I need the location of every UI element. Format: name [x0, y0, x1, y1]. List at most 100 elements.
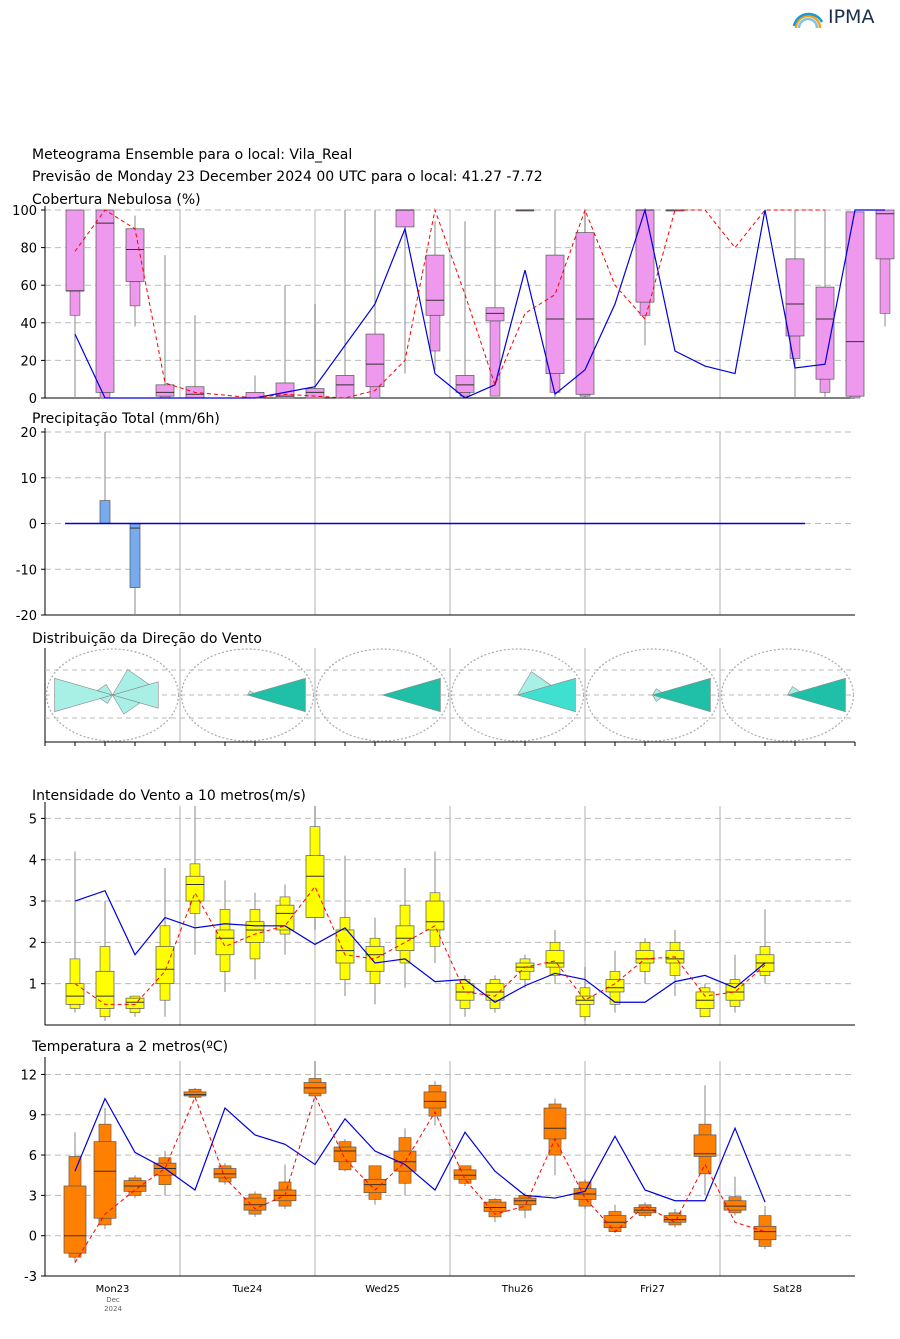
wind-direction-panel: Distribuição da Direção do Vento — [32, 631, 856, 746]
y-tick-label: 9 — [29, 1109, 37, 1124]
box-outer — [129, 281, 141, 307]
box — [635, 209, 655, 303]
box — [129, 523, 141, 588]
box — [335, 929, 355, 964]
wind-speed-panel: Intensidade do Vento a 10 metros(m/s) 1 2 3… — [29, 788, 855, 1026]
wind-rose-petal — [786, 677, 846, 713]
y-tick-label: -20 — [16, 609, 37, 624]
box — [99, 500, 111, 524]
box — [513, 1197, 537, 1206]
box — [65, 983, 85, 1005]
box — [275, 904, 295, 931]
day-label: Wed25 — [365, 1284, 400, 1295]
box — [875, 209, 895, 260]
day-label: Sat28 — [773, 1284, 802, 1295]
wind-rose-circle — [585, 648, 720, 742]
box — [545, 254, 565, 374]
box — [425, 254, 445, 316]
ipma-logo — [790, 4, 890, 34]
box — [365, 333, 385, 388]
wind-rose-petal — [516, 671, 552, 696]
precipitation-panel: Precipitação Total (mm/6h) -20 -10 0 10 20 — [16, 411, 855, 624]
y-tick-label: 60 — [20, 279, 37, 294]
y-tick-label: -10 — [16, 563, 37, 578]
y-tick-label: 0 — [29, 518, 37, 533]
wind-rose-petal — [381, 677, 441, 713]
box — [215, 929, 235, 956]
y-tick-label: 4 — [29, 854, 37, 869]
y-tick-label: 3 — [29, 1189, 37, 1204]
wind-rose-petal — [246, 690, 255, 696]
box — [155, 946, 175, 985]
box — [545, 950, 565, 968]
y-tick-label: 20 — [20, 426, 37, 441]
box — [425, 900, 445, 931]
box — [543, 1107, 567, 1140]
ipma-logo-text: IPMA — [828, 6, 875, 28]
y-tick-label: 3 — [29, 895, 37, 910]
box-outer — [69, 290, 81, 316]
box-outer — [879, 258, 891, 314]
wind-rose-circle — [45, 648, 180, 742]
wind-rose-petal — [651, 688, 663, 696]
ipma-logo-arcs-icon — [792, 12, 824, 29]
box — [305, 855, 325, 918]
month-label: Dec — [106, 1296, 120, 1304]
box-outer — [639, 301, 651, 316]
y-tick-label: 20 — [20, 354, 37, 369]
box — [245, 921, 265, 943]
box — [125, 997, 145, 1009]
box — [785, 258, 805, 337]
panel-title: Cobertura Nebulosa (%) — [32, 192, 201, 208]
box — [575, 232, 595, 395]
y-tick-label: 12 — [20, 1068, 37, 1083]
box — [65, 209, 85, 292]
y-tick-label: 10 — [20, 472, 37, 487]
wind-rose-circle — [315, 648, 450, 742]
control-line — [74, 1097, 766, 1203]
box — [453, 1169, 477, 1180]
meteogram-title: Meteograma Ensemble para o local: Vila_R… — [32, 147, 352, 163]
y-tick-label: -3 — [24, 1270, 37, 1285]
box — [605, 979, 625, 993]
box — [95, 970, 115, 1009]
box — [305, 388, 325, 399]
control-line — [74, 889, 766, 1003]
y-tick-label: 0 — [29, 1230, 37, 1245]
box — [455, 375, 475, 393]
wind-rose-circle — [450, 648, 585, 742]
box — [723, 1200, 747, 1211]
box-outer — [429, 314, 441, 352]
panel-title: Precipitação Total (mm/6h) — [32, 411, 220, 427]
wind-rose-petal — [651, 694, 663, 702]
panel-title: Intensidade do Vento a 10 metros(m/s) — [32, 788, 306, 804]
box — [333, 1146, 357, 1163]
y-tick-label: 40 — [20, 317, 37, 332]
box — [485, 307, 505, 322]
y-tick-label: 1 — [29, 978, 37, 993]
day-label: Thu26 — [501, 1284, 534, 1295]
ensemble-mean-line — [74, 885, 766, 1005]
box — [603, 1215, 627, 1228]
wind-rose-petal — [786, 686, 801, 696]
wind-rose-petal — [111, 669, 150, 696]
wind-rose-petal — [651, 677, 711, 713]
wind-rose-petal — [111, 694, 141, 715]
box — [335, 375, 355, 399]
box — [395, 209, 415, 228]
wind-rose-petal — [54, 677, 114, 713]
day-label: Tue24 — [232, 1284, 263, 1295]
wind-rose-petal — [96, 683, 114, 696]
wind-rose-petal — [246, 677, 306, 713]
ensemble-mean-line — [74, 208, 825, 399]
box — [125, 228, 145, 282]
panel-title: Distribuição da Direção do Vento — [32, 631, 262, 647]
box — [365, 946, 385, 972]
box — [635, 950, 655, 964]
box — [753, 1225, 777, 1241]
box — [815, 286, 835, 380]
year-label: 2024 — [104, 1305, 122, 1313]
control-line — [74, 207, 885, 399]
box — [663, 1215, 687, 1223]
